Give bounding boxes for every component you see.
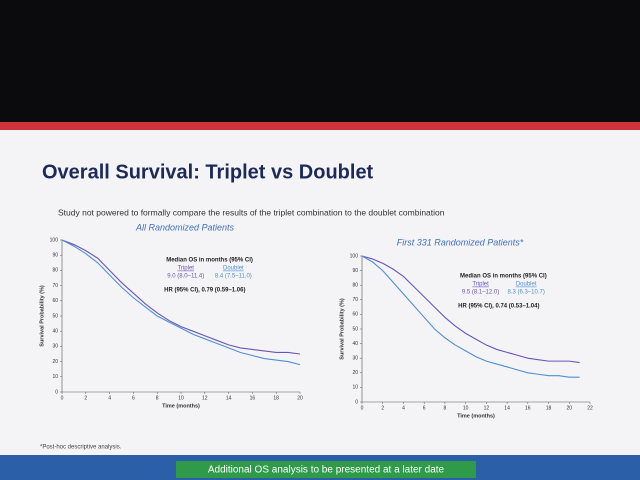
y-tick-label: 0 bbox=[55, 389, 58, 395]
y-tick-label: 90 bbox=[52, 253, 58, 259]
legend-label: Doublet bbox=[516, 282, 537, 288]
x-tick-label: 0 bbox=[61, 395, 64, 401]
legend-label: Triplet bbox=[472, 282, 489, 288]
x-tick-label: 8 bbox=[156, 395, 159, 401]
y-tick-label: 80 bbox=[52, 268, 58, 274]
legend-label: Doublet bbox=[223, 266, 244, 272]
annotation: HR (95% CI), 0.74 (0.53–1.04) bbox=[458, 304, 539, 310]
survival-curve bbox=[361, 255, 580, 364]
median-label: 9.0 (8.0–11.4) bbox=[167, 274, 204, 280]
y-tick-label: 10 bbox=[352, 385, 358, 391]
x-axis-label: Time (months) bbox=[162, 403, 200, 409]
y-tick-label: 40 bbox=[52, 329, 58, 335]
y-tick-label: 10 bbox=[52, 374, 58, 380]
x-tick-label: 18 bbox=[546, 405, 552, 411]
chart-title: First 331 Randomized Patients* bbox=[397, 237, 524, 247]
x-axis-label: Time (months) bbox=[457, 413, 495, 419]
x-tick-label: 8 bbox=[444, 405, 447, 411]
x-tick-label: 20 bbox=[297, 395, 303, 401]
y-tick-label: 20 bbox=[52, 359, 58, 365]
x-tick-label: 12 bbox=[202, 395, 208, 401]
y-tick-label: 0 bbox=[355, 399, 358, 405]
x-tick-label: 4 bbox=[402, 405, 405, 411]
x-tick-label: 2 bbox=[381, 405, 384, 411]
x-tick-label: 2 bbox=[84, 395, 87, 401]
y-tick-label: 60 bbox=[52, 298, 58, 304]
y-tick-label: 30 bbox=[352, 356, 358, 362]
survival-curve bbox=[61, 239, 301, 366]
annotation: Median OS in months (95% CI) bbox=[460, 274, 547, 280]
x-tick-label: 6 bbox=[132, 395, 135, 401]
legend-label: Triplet bbox=[178, 266, 195, 272]
y-tick-label: 80 bbox=[352, 283, 358, 289]
x-tick-label: 22 bbox=[587, 405, 593, 411]
y-tick-label: 50 bbox=[352, 326, 358, 332]
y-tick-label: 90 bbox=[352, 268, 358, 274]
median-label: 8.3 (6.3–10.7) bbox=[507, 290, 544, 296]
banner-text: Additional OS analysis to be presented a… bbox=[208, 465, 445, 476]
survival-curve bbox=[361, 255, 580, 378]
survival-curve bbox=[61, 239, 301, 355]
x-tick-label: 0 bbox=[361, 405, 364, 411]
y-tick-label: 20 bbox=[352, 370, 358, 376]
y-tick-label: 40 bbox=[352, 341, 358, 347]
x-tick-label: 10 bbox=[463, 405, 469, 411]
annotation: Median OS in months (95% CI) bbox=[166, 258, 253, 264]
banner-box bbox=[176, 461, 476, 478]
footnote: *Post-hoc descriptive analysis. bbox=[40, 445, 122, 451]
chart-title: All Randomized Patients bbox=[135, 222, 235, 232]
x-tick-label: 16 bbox=[525, 405, 531, 411]
red-stripe bbox=[0, 122, 640, 130]
annotation: HR (95% CI), 0.79 (0.59–1.06) bbox=[164, 288, 245, 294]
y-tick-label: 60 bbox=[352, 312, 358, 318]
median-label: 9.5 (8.1–12.0) bbox=[462, 290, 499, 296]
x-tick-label: 14 bbox=[504, 405, 510, 411]
y-tick-label: 100 bbox=[350, 253, 359, 259]
x-tick-label: 14 bbox=[226, 395, 232, 401]
y-tick-label: 70 bbox=[352, 297, 358, 303]
y-tick-label: 50 bbox=[52, 313, 58, 319]
x-tick-label: 4 bbox=[108, 395, 111, 401]
x-tick-label: 20 bbox=[566, 405, 572, 411]
y-tick-label: 70 bbox=[52, 283, 58, 289]
y-axis-label: Survival Probability (%) bbox=[39, 285, 45, 347]
y-axis-label: Survival Probability (%) bbox=[339, 298, 345, 360]
x-tick-label: 10 bbox=[178, 395, 184, 401]
x-tick-label: 16 bbox=[250, 395, 256, 401]
slide bbox=[0, 130, 640, 480]
y-tick-label: 30 bbox=[52, 344, 58, 350]
x-tick-label: 6 bbox=[423, 405, 426, 411]
slide-subtitle: Study not powered to formally compare th… bbox=[58, 207, 445, 217]
x-tick-label: 18 bbox=[273, 395, 279, 401]
slide-title: Overall Survival: Triplet vs Doublet bbox=[42, 161, 374, 183]
x-tick-label: 12 bbox=[484, 405, 490, 411]
median-label: 8.4 (7.5–11.0) bbox=[215, 274, 252, 280]
y-tick-label: 100 bbox=[50, 237, 59, 243]
